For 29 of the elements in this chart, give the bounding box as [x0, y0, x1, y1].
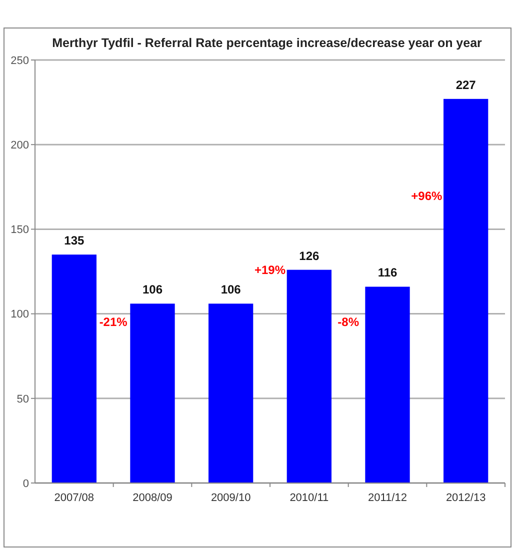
bar [52, 254, 96, 483]
x-tick-label: 2009/10 [210, 492, 251, 504]
annotation: -21% [99, 315, 128, 330]
data-label: 126 [299, 248, 320, 263]
annotation: -8% [338, 315, 360, 330]
x-tick-label: 2007/08 [54, 492, 94, 504]
y-tick-label: 0 [22, 478, 29, 490]
x-tick-label: 2008/09 [132, 492, 172, 504]
bar [444, 98, 488, 483]
data-label: 106 [142, 282, 163, 297]
data-label: 227 [456, 78, 476, 92]
x-tick-label: 2010/11 [290, 492, 329, 504]
y-tick-label: 50 [16, 393, 29, 406]
data-label: 116 [378, 266, 398, 280]
annotation: +96% [411, 189, 443, 204]
chart-title: Merthyr Tydfil - Referral Rate percentage increase/decrease year on year [52, 36, 482, 50]
bar [286, 270, 332, 483]
y-tick-label: 150 [10, 224, 29, 236]
y-tick-label: 100 [10, 308, 29, 321]
bar [130, 304, 175, 483]
y-tick-label: 250 [10, 54, 29, 67]
data-label: 106 [220, 282, 242, 297]
bar [208, 304, 254, 483]
annotation: +19% [254, 263, 286, 278]
bar [365, 286, 410, 483]
data-label: 135 [64, 234, 84, 248]
x-tick-label: 2011/12 [368, 492, 407, 504]
y-tick-label: 200 [10, 139, 29, 152]
x-tick-label: 2012/13 [446, 492, 486, 504]
